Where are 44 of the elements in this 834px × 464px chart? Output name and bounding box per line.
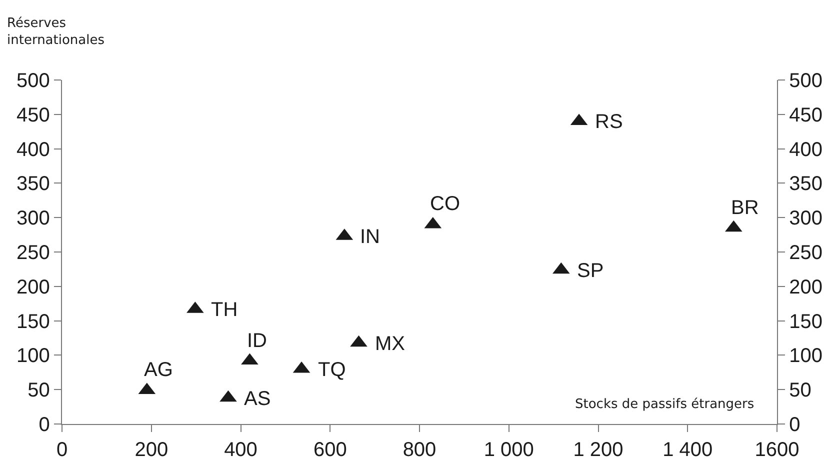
y-tick-label: 50 — [28, 380, 50, 402]
x-tick-label: 600 — [313, 439, 347, 462]
x-tick-label: 1 400 — [662, 439, 713, 462]
y2-tick-label: 150 — [789, 310, 823, 333]
y-tick-label: 250 — [16, 242, 50, 264]
y2-tick-label: 450 — [789, 104, 823, 126]
annotation: AS — [244, 388, 271, 410]
x-tick-label: 200 — [134, 439, 168, 462]
y-tick-label: 300 — [16, 208, 50, 230]
y2-tick-label: 0 — [789, 414, 800, 436]
y2-tick-label: 200 — [789, 276, 823, 298]
y-tick-label: 400 — [16, 138, 50, 161]
x-tick-label: 1600 — [754, 439, 800, 462]
y-tick-label: 450 — [16, 104, 50, 126]
y-tick-label: 0 — [38, 414, 50, 436]
y2-tick-label: 350 — [789, 173, 823, 196]
y-tick-label: 150 — [16, 310, 50, 333]
annotation: TQ — [318, 359, 346, 381]
x-tick-label: 1 200 — [573, 439, 624, 462]
x-tick-label: 1 000 — [484, 439, 534, 462]
annotation: AG — [144, 359, 173, 381]
annotation: CO — [430, 193, 460, 215]
x-tick-label: 0 — [56, 439, 68, 462]
annotation: RS — [595, 111, 623, 133]
annotation: IN — [360, 226, 380, 248]
annotation: ID — [247, 330, 267, 352]
annotation: TH — [211, 299, 238, 321]
annotation: MX — [375, 333, 405, 355]
annotation: BR — [731, 197, 759, 219]
x-tick-label: 400 — [224, 439, 258, 462]
y-axis-title: Réserves internationales — [7, 16, 105, 48]
annotation: SP — [577, 260, 604, 282]
y2-tick-label: 500 — [789, 70, 823, 92]
y2-tick-label: 250 — [789, 242, 823, 264]
y-tick-label: 500 — [16, 70, 50, 92]
x-tick-label: 800 — [402, 439, 436, 462]
y-tick-label: 100 — [16, 345, 50, 368]
y2-tick-label: 400 — [789, 138, 823, 161]
y2-tick-label: 50 — [789, 380, 812, 402]
y-tick-label: 350 — [16, 173, 50, 196]
x-axis-title: Stocks de passifs étrangers — [575, 397, 754, 412]
y-tick-label: 200 — [16, 276, 50, 298]
y2-tick-label: 100 — [789, 345, 823, 368]
y2-tick-label: 300 — [789, 208, 823, 230]
